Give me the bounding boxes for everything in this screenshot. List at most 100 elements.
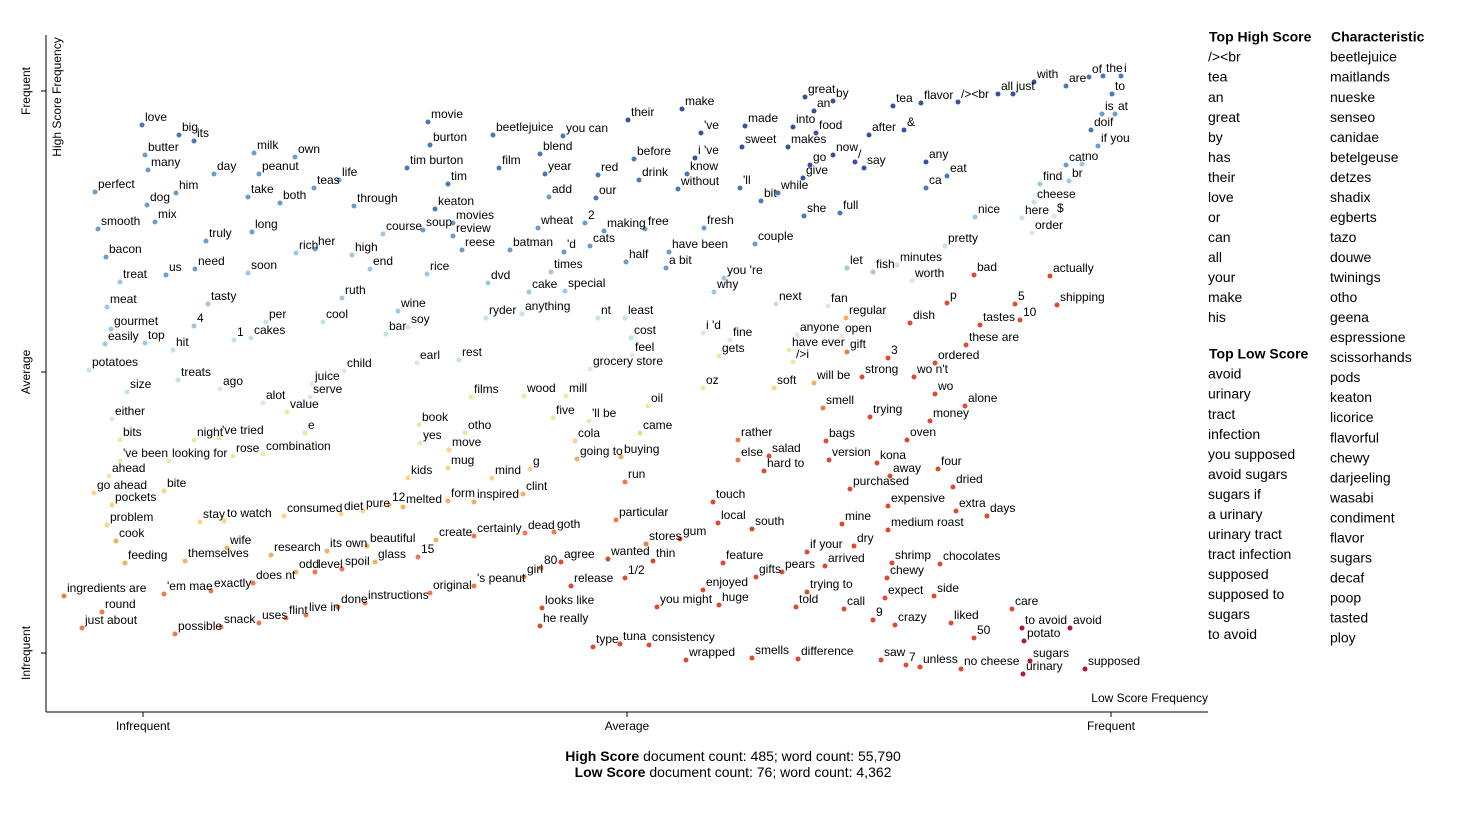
point: [372, 559, 378, 565]
point: [790, 124, 796, 130]
y-axis-title: High Score Frequency: [50, 37, 64, 156]
point-label: know: [690, 159, 718, 173]
point-label: why: [716, 277, 738, 291]
point-label: fine: [733, 325, 753, 339]
point: [813, 130, 819, 136]
point-label: clint: [526, 479, 548, 493]
point-label: rose: [236, 441, 260, 455]
footer-line: Low Score document count: 76; word count:…: [575, 764, 892, 780]
point-label: saw: [884, 645, 906, 659]
point: [339, 566, 345, 572]
point-label: keaton: [438, 194, 474, 208]
point: [944, 300, 950, 306]
point-label: day: [217, 159, 236, 173]
point: [139, 122, 145, 128]
point: [538, 565, 544, 571]
point-label: teas: [317, 173, 340, 187]
point: [1020, 671, 1026, 677]
x-tick-label: Infrequent: [116, 719, 171, 733]
point: [445, 498, 451, 504]
point-label: 12: [392, 490, 406, 504]
point-label: move: [452, 435, 482, 449]
y-tick-label: Frequent: [19, 66, 33, 115]
point-label: oz: [706, 373, 719, 387]
characteristic-term: pods: [1330, 369, 1360, 385]
characteristic-term: senseo: [1330, 109, 1375, 125]
point: [522, 530, 528, 536]
point: [942, 243, 948, 249]
point-label: pockets: [115, 490, 156, 504]
characteristic-term: sugars: [1330, 549, 1372, 565]
point: [625, 117, 631, 123]
point: [268, 552, 274, 558]
point: [825, 303, 831, 309]
point: [256, 620, 262, 626]
point: [256, 171, 262, 177]
point-label: 've been: [123, 446, 168, 460]
point: [61, 593, 67, 599]
characteristic-term: otho: [1330, 289, 1357, 305]
characteristic-term: flavorful: [1330, 429, 1379, 445]
point-label: i 'd: [706, 318, 721, 332]
point: [684, 171, 690, 177]
point-label: wine: [400, 296, 426, 310]
point: [537, 623, 543, 629]
point-label: free: [648, 214, 669, 228]
point-label: 'll be: [592, 406, 617, 420]
top-high-score-term: his: [1208, 309, 1226, 325]
point-label: these are: [969, 330, 1019, 344]
point-label: glass: [378, 547, 406, 561]
point: [779, 569, 785, 575]
point: [720, 560, 726, 566]
point: [489, 475, 495, 481]
point-label: arrived: [828, 551, 865, 565]
point: [563, 393, 569, 399]
point: [894, 262, 900, 268]
point-label: type: [596, 632, 619, 646]
point-label: mug: [451, 453, 474, 467]
top-high-score-term: can: [1208, 229, 1231, 245]
point: [677, 536, 683, 542]
point-label: bit: [764, 186, 777, 200]
point-label: need: [198, 254, 225, 268]
point-label: level: [318, 557, 343, 571]
point: [433, 537, 439, 543]
point-label: mill: [569, 381, 587, 395]
point-label: 9: [876, 605, 883, 619]
point-label: away: [893, 461, 921, 475]
point-label: spoil: [345, 554, 370, 568]
point: [1063, 162, 1069, 168]
point: [383, 331, 389, 337]
point-label: ordered: [938, 348, 979, 362]
point-label: make: [685, 94, 715, 108]
top-low-score-term: sugars: [1208, 606, 1250, 622]
point-label: worth: [914, 266, 944, 280]
point-label: have been: [672, 237, 728, 251]
point-label: trying to: [810, 577, 853, 591]
point-label: bits: [123, 425, 142, 439]
point-label: love: [145, 110, 167, 124]
point-label: soup: [426, 215, 452, 229]
point-label: cakes: [254, 323, 285, 337]
point: [932, 360, 938, 366]
point-label: five: [556, 403, 575, 417]
point-label: feel: [635, 340, 654, 354]
point: [771, 385, 777, 391]
point-label: sweet: [745, 132, 777, 146]
point: [711, 289, 717, 295]
point: [537, 151, 543, 157]
point: [830, 98, 836, 104]
point: [629, 352, 635, 358]
point-label: shrimp: [895, 548, 931, 562]
point-label: possible: [178, 619, 222, 633]
point-label: wood: [526, 381, 556, 395]
point-label: anyone: [800, 320, 840, 334]
point: [86, 367, 92, 373]
point-label: />i: [796, 347, 809, 361]
point-label: bar: [389, 319, 406, 333]
point: [892, 622, 898, 628]
top-low-score-term: sugars if: [1208, 486, 1261, 502]
point-label: side: [937, 581, 959, 595]
point-label: ingredients are: [67, 581, 147, 595]
point-label: flavor: [924, 88, 953, 102]
